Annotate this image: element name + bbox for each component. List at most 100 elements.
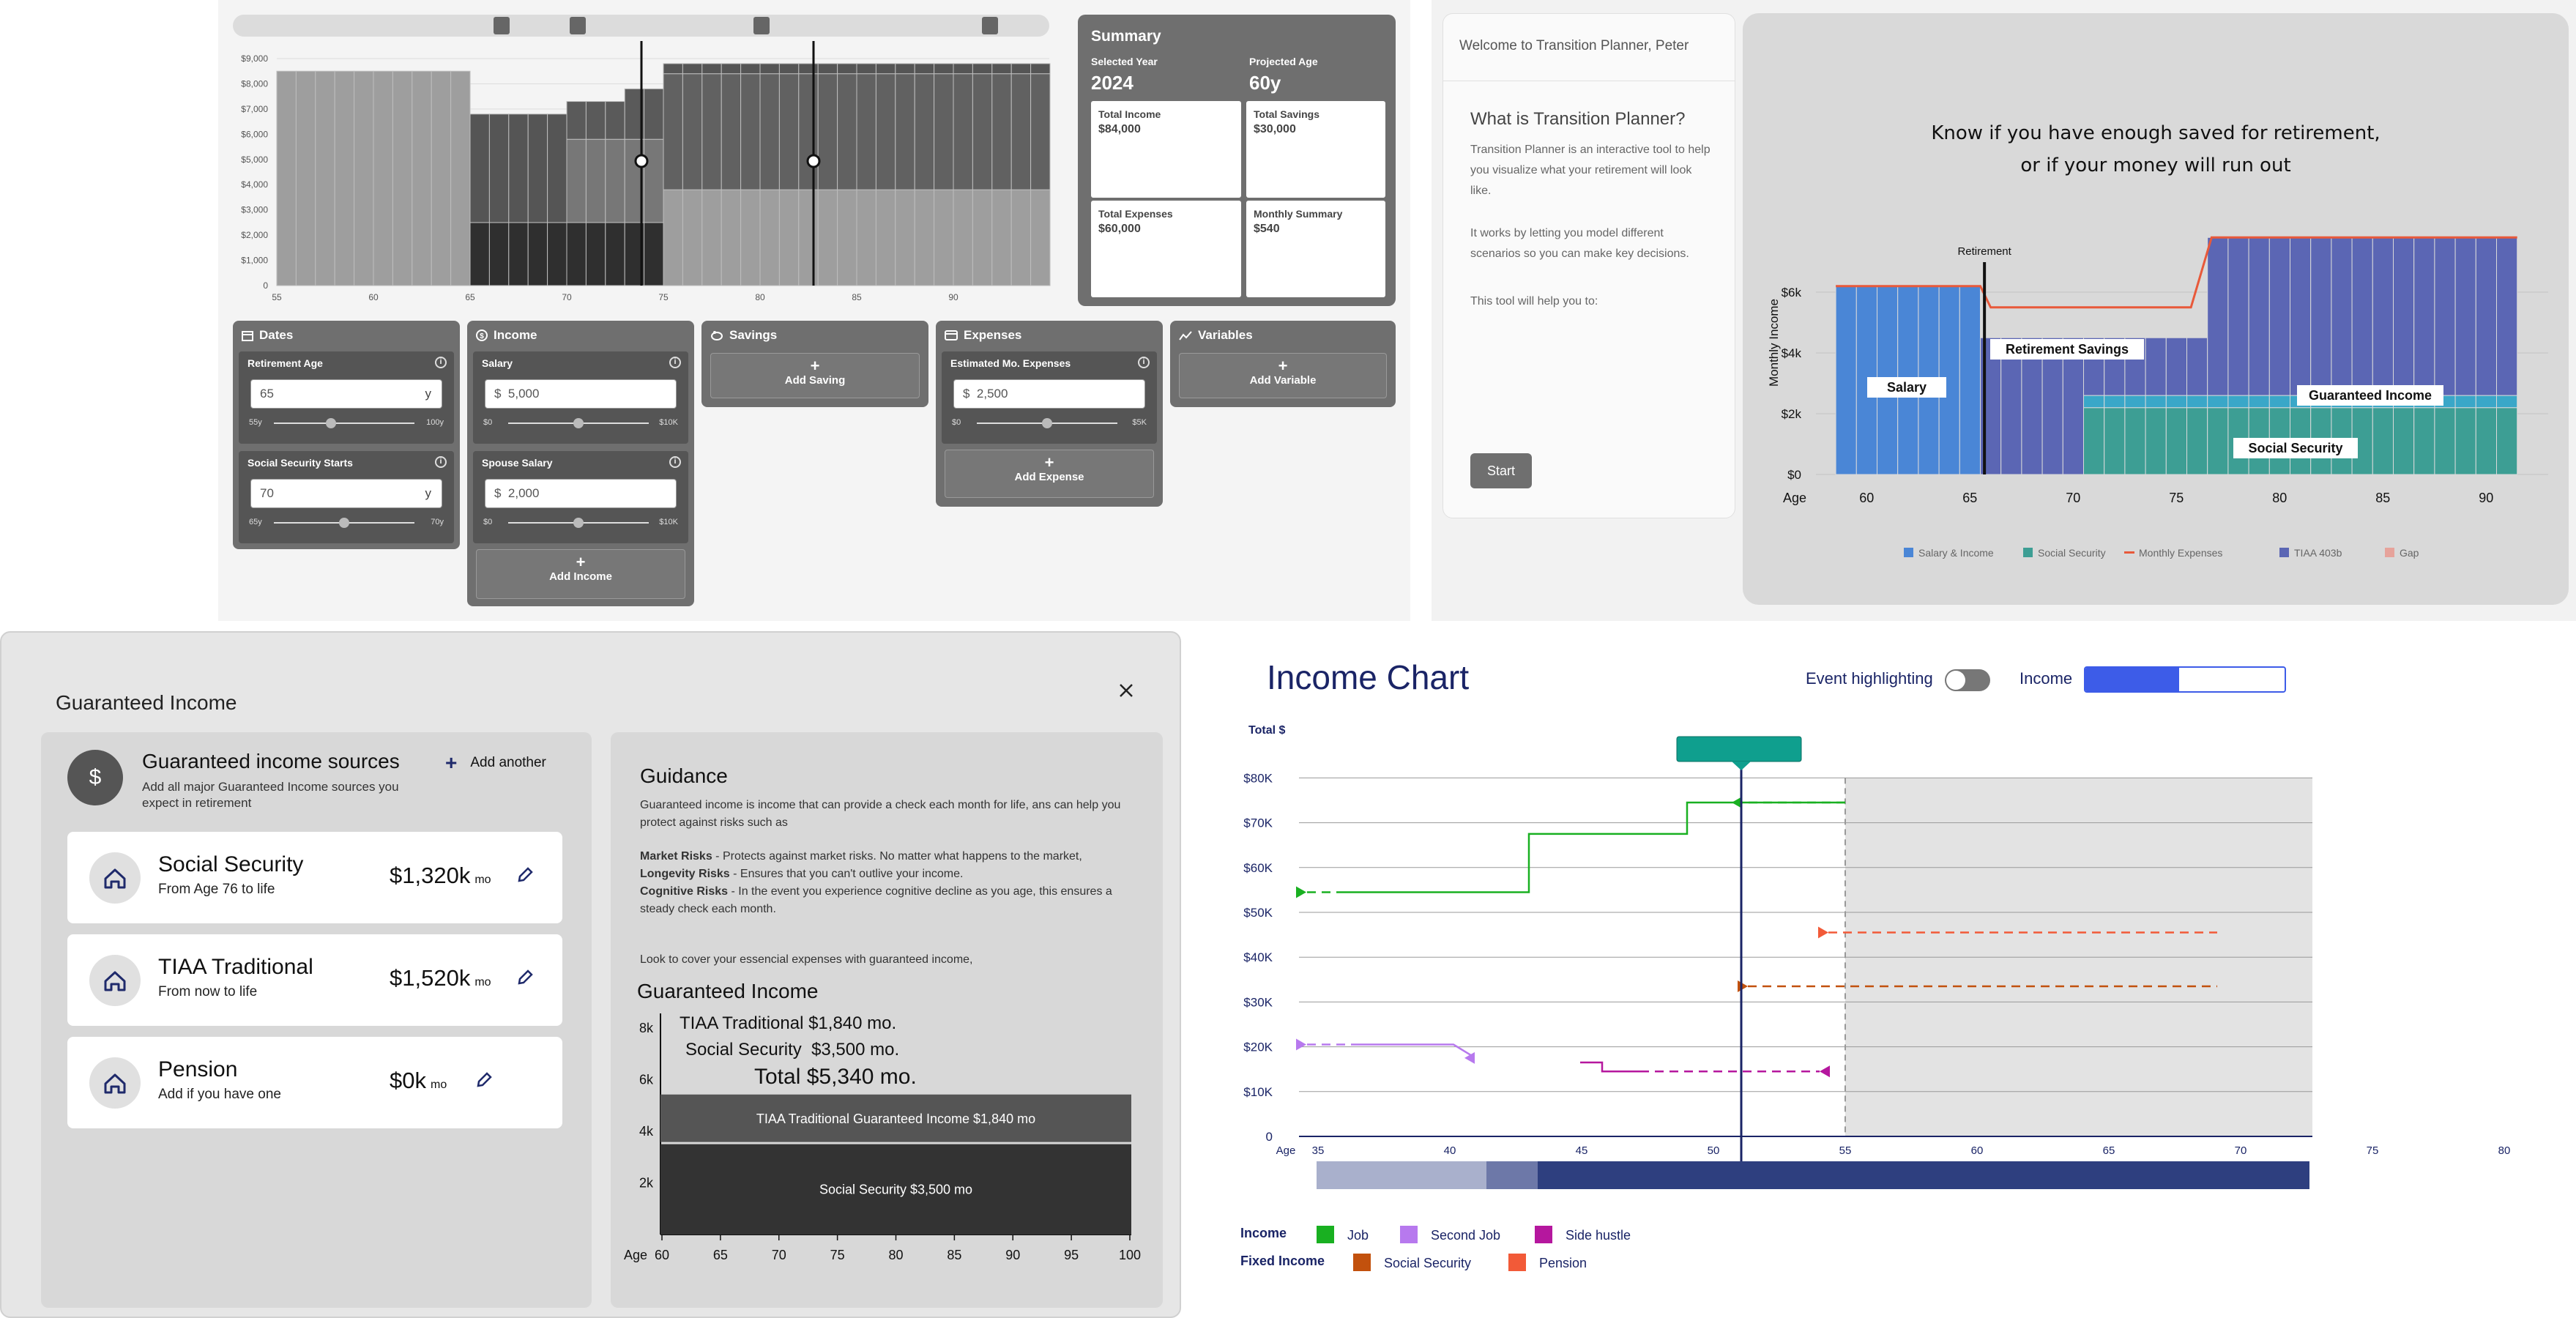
piggy-bank-icon bbox=[711, 331, 723, 340]
x-tick-label: 35 bbox=[1312, 1144, 1325, 1157]
variables-header: Variables bbox=[1179, 328, 1253, 343]
est-expenses-input[interactable]: $ 2,500 bbox=[953, 379, 1145, 409]
add-expense-button[interactable]: + Add Expense bbox=[945, 450, 1154, 498]
planner-bar bbox=[837, 73, 857, 190]
planner-bar bbox=[644, 138, 664, 223]
y-tick-label: $0 bbox=[1787, 468, 1801, 482]
close-icon[interactable] bbox=[1118, 682, 1134, 699]
info-icon[interactable]: i bbox=[435, 357, 447, 368]
edit-pencil-icon[interactable] bbox=[474, 1071, 494, 1090]
legend-swatch bbox=[1353, 1254, 1371, 1271]
y-tick-label: $4k bbox=[1782, 346, 1802, 360]
slider-knob[interactable] bbox=[339, 518, 349, 528]
income-segmented-control[interactable] bbox=[2084, 666, 2286, 693]
slider-knob[interactable] bbox=[1042, 418, 1052, 428]
income-select-label: Income bbox=[2020, 669, 2073, 688]
y-tick-label: $30K bbox=[1243, 995, 1273, 1009]
spouse-salary-value: 2,000 bbox=[507, 486, 540, 500]
currency-symbol: $ bbox=[494, 387, 502, 401]
planner-bar bbox=[721, 189, 742, 286]
add-another-label: Add another bbox=[470, 755, 546, 770]
legend-swatch bbox=[1317, 1226, 1334, 1243]
x-tick-label: 90 bbox=[948, 292, 958, 302]
planner-bar bbox=[644, 222, 664, 286]
ss-starts-slider[interactable]: 65y 70y bbox=[249, 515, 444, 530]
stack-bar bbox=[2227, 237, 2249, 396]
source-card-pension[interactable]: Pension Add if you have one $0k mo bbox=[67, 1037, 562, 1128]
total-expenses-value: $60,000 bbox=[1098, 223, 1141, 235]
slider-knob[interactable] bbox=[573, 418, 584, 428]
total-income-value: $84,000 bbox=[1098, 123, 1141, 135]
stack-bar bbox=[2413, 407, 2435, 475]
salary-input[interactable]: $ 5,000 bbox=[485, 379, 677, 409]
edit-pencil-icon[interactable] bbox=[515, 865, 535, 885]
x-tick-label: 55 bbox=[1839, 1144, 1852, 1157]
x-axis-title: Age bbox=[624, 1248, 647, 1262]
y-tick-label: $8,000 bbox=[241, 78, 268, 89]
planner-bar bbox=[875, 189, 896, 286]
x-tick-label: 40 bbox=[1444, 1144, 1456, 1157]
planner-bar bbox=[895, 73, 915, 190]
segment-active[interactable] bbox=[2085, 668, 2179, 691]
stack-bar bbox=[2021, 337, 2043, 475]
planner-bar bbox=[701, 189, 722, 286]
y-tick-label: $80K bbox=[1243, 771, 1273, 785]
headline-line-1: Know if you have enough saved for retire… bbox=[1931, 122, 2380, 144]
info-icon[interactable]: i bbox=[1138, 357, 1150, 368]
start-button[interactable]: Start bbox=[1470, 453, 1532, 488]
est-expenses-slider[interactable]: $0 $5K bbox=[952, 416, 1147, 431]
spouse-salary-slider[interactable]: $0 $10K bbox=[483, 515, 678, 530]
timeline-markers bbox=[494, 17, 998, 34]
total-income-label: Total Income bbox=[1098, 108, 1161, 120]
retirement-age-input[interactable]: 65 y bbox=[250, 379, 442, 409]
stack-bar bbox=[2186, 407, 2208, 475]
income-header: $ Income bbox=[476, 328, 537, 343]
info-icon[interactable]: i bbox=[435, 456, 447, 468]
amount-value: $1,320k bbox=[390, 863, 471, 888]
source-card-tiaa-traditional[interactable]: TIAA Traditional From now to life $1,520… bbox=[67, 934, 562, 1026]
side-hustle-end-marker bbox=[1820, 1065, 1830, 1078]
add-another-button[interactable]: + Add another bbox=[445, 751, 546, 775]
x-tick-label: 60 bbox=[368, 292, 379, 302]
salary-slider[interactable]: $0 $10K bbox=[483, 416, 678, 431]
scrubber-tooltip-pointer bbox=[1732, 762, 1751, 770]
planner-bar bbox=[585, 222, 606, 286]
retirement-handle[interactable] bbox=[634, 154, 649, 168]
add-saving-button[interactable]: + Add Saving bbox=[710, 353, 920, 398]
slider-knob[interactable] bbox=[573, 518, 584, 528]
spouse-salary-label: Spouse Salary bbox=[482, 457, 553, 469]
headline-line-2: or if your money will run out bbox=[2020, 154, 2291, 176]
add-variable-button[interactable]: + Add Variable bbox=[1179, 353, 1387, 398]
planner-bar bbox=[1030, 73, 1051, 190]
legend-label: Salary & Income bbox=[1918, 547, 1994, 559]
add-income-button[interactable]: + Add Income bbox=[476, 549, 685, 599]
ss-starts-input[interactable]: 70 y bbox=[250, 479, 442, 508]
info-icon[interactable]: i bbox=[669, 456, 681, 468]
event-highlighting-toggle[interactable] bbox=[1945, 669, 1990, 691]
planner-bar bbox=[895, 63, 915, 75]
planner-bar bbox=[566, 138, 587, 223]
edit-pencil-icon[interactable] bbox=[515, 968, 535, 987]
source-subtitle: From now to life bbox=[158, 984, 258, 999]
selected-year-value: 2024 bbox=[1091, 72, 1133, 94]
planner-bar bbox=[914, 63, 935, 75]
guaranteed-income-label-bg bbox=[2297, 385, 2443, 406]
retirement-marker-label: Retirement bbox=[1957, 245, 2011, 258]
slider-knob[interactable] bbox=[326, 418, 337, 428]
y-tick-label: $1,000 bbox=[241, 256, 268, 266]
stack-bar bbox=[2041, 337, 2063, 475]
spouse-salary-input[interactable]: $ 2,000 bbox=[485, 479, 677, 508]
retirement-age-slider[interactable]: 55y 100y bbox=[249, 416, 444, 431]
savings-title: Savings bbox=[729, 328, 778, 342]
source-card-social-security[interactable]: Social Security From Age 76 to life $1,3… bbox=[67, 832, 562, 923]
ss-handle[interactable] bbox=[806, 154, 821, 168]
retirement-income-chart: $6k $4k $2k $0 Monthly Income Age 60 65 70 75 80 85… bbox=[1767, 236, 2548, 559]
info-icon[interactable]: i bbox=[669, 357, 681, 368]
planner-bar bbox=[759, 73, 780, 190]
legend-swatch bbox=[2023, 548, 2033, 557]
gi-line-tiaa: TIAA Traditional $1,840 mo. bbox=[680, 1013, 897, 1033]
legend-income-title: Income bbox=[1240, 1226, 1287, 1240]
planner-bar bbox=[1010, 73, 1032, 190]
stack-bar bbox=[1959, 286, 1981, 475]
stack-bar bbox=[2104, 407, 2126, 475]
